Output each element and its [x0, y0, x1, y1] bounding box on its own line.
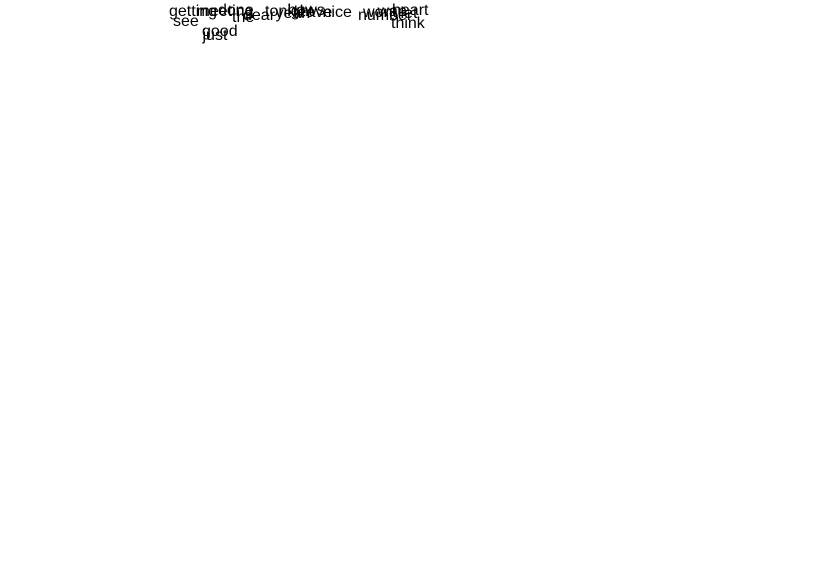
word-getting: getting — [169, 3, 218, 20]
word-done: done — [218, 2, 254, 19]
word-leave: leave — [294, 4, 333, 21]
word-wan: wan — [377, 3, 407, 20]
word-nice: nice — [322, 4, 352, 21]
word-yeah: yeah — [275, 5, 311, 22]
word-number: number — [358, 7, 413, 24]
word-see: see — [173, 13, 199, 30]
word-tonight: tonight — [265, 3, 314, 20]
word-the: the — [232, 9, 255, 26]
word-heart: heart — [392, 2, 429, 19]
word-meeting: meeting — [196, 3, 254, 20]
word-wont: wont — [363, 4, 397, 21]
word-hows: hows — [287, 2, 325, 19]
word-think: think — [391, 15, 425, 32]
word-just: just — [202, 27, 228, 44]
word-good: good — [202, 23, 238, 40]
word-dear: dear — [243, 7, 276, 24]
word-let: let — [400, 5, 418, 22]
